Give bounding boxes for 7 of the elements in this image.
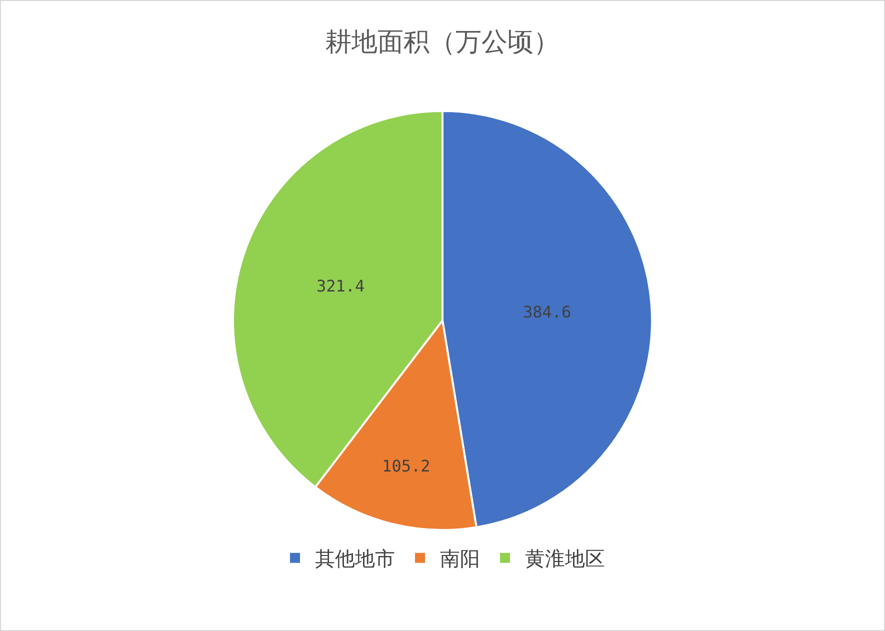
data-label: 105.2 [382,456,430,476]
data-label: 384.6 [522,302,572,322]
legend-label: 南阳 [440,546,480,571]
legend-label: 其他地市 [315,546,395,571]
data-label: 321.4 [316,276,365,296]
chart-title: 耕地面积（万公顷） [326,28,560,58]
legend-label: 黄淮地区 [525,546,605,571]
